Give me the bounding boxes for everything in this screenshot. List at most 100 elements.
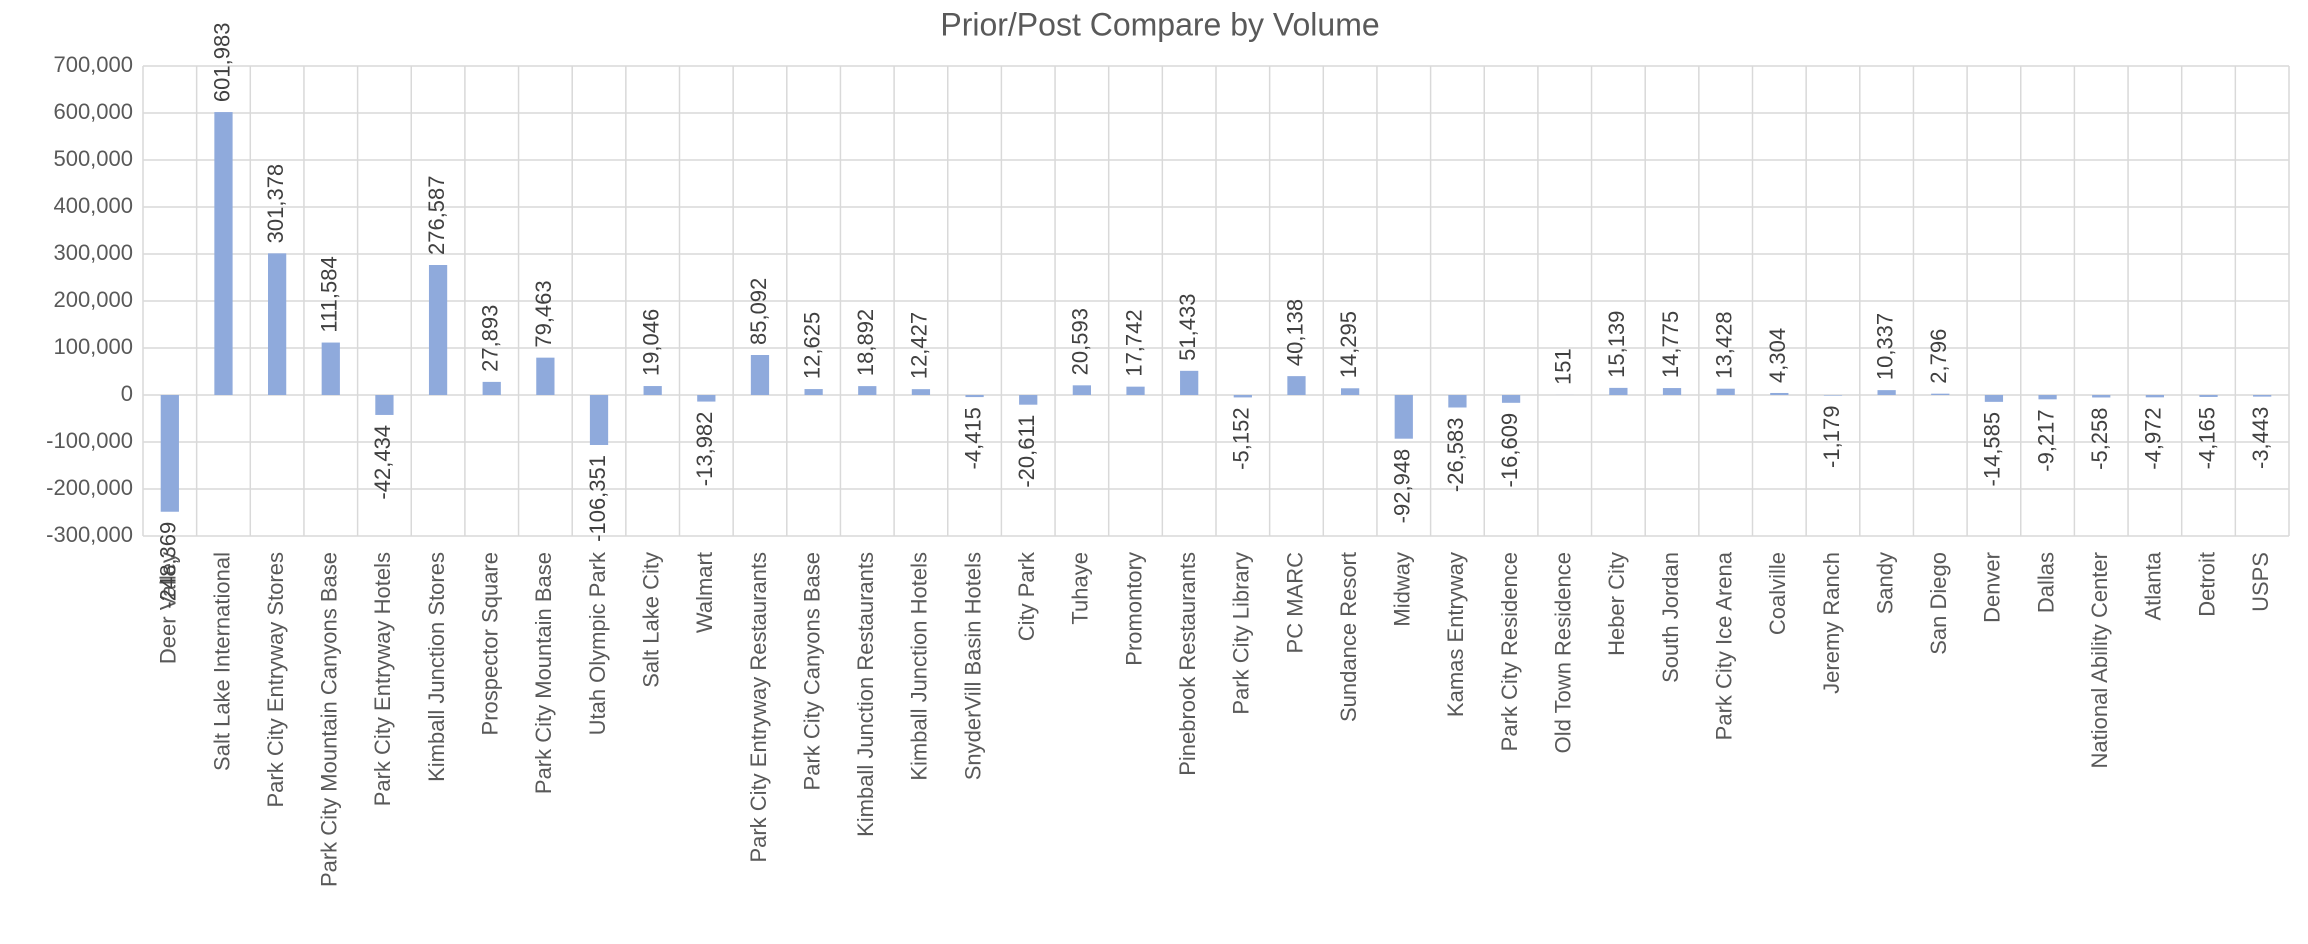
bar — [1877, 390, 1896, 395]
x-tick-label: Dallas — [2033, 552, 2058, 613]
bar — [268, 253, 287, 395]
value-label: 20,593 — [1068, 308, 1093, 375]
value-label: -92,948 — [1390, 449, 1415, 524]
bar — [1126, 386, 1145, 395]
value-label: -42,434 — [370, 425, 395, 500]
value-label: 79,463 — [531, 280, 556, 347]
value-label: 10,337 — [1872, 313, 1897, 380]
bar — [1716, 388, 1735, 395]
value-label: 19,046 — [638, 309, 663, 376]
x-tick-label: SnyderVill Basin Hotels — [960, 552, 985, 780]
value-label: 14,295 — [1336, 311, 1361, 378]
x-tick-label: Heber City — [1604, 552, 1629, 656]
bar — [1984, 395, 2004, 402]
value-label: 276,587 — [424, 175, 449, 255]
bar — [536, 357, 555, 395]
x-tick-label: Tuhaye — [1068, 552, 1093, 625]
x-tick-label: Old Town Residence — [1551, 552, 1576, 753]
value-label: 51,433 — [1175, 294, 1200, 361]
y-tick-label: 500,000 — [53, 146, 133, 171]
x-tick-label: Midway — [1390, 552, 1415, 627]
bar — [1448, 395, 1467, 408]
x-tick-label: Kimball Junction Stores — [424, 552, 449, 782]
value-label: -106,351 — [585, 455, 610, 542]
x-tick-label: Utah Olympic Park — [585, 551, 610, 735]
y-tick-label: 600,000 — [53, 99, 133, 124]
x-tick-label: Denver — [1980, 552, 2005, 623]
y-tick-label: 400,000 — [53, 193, 133, 218]
value-label: 151 — [1551, 348, 1576, 385]
bar — [160, 395, 179, 512]
value-label: 18,892 — [853, 309, 878, 376]
bar — [428, 265, 448, 395]
x-tick-label: Promontory — [1121, 552, 1146, 666]
bar — [1501, 395, 1521, 403]
bar — [1287, 376, 1306, 395]
bar — [375, 395, 394, 415]
value-label: 85,092 — [746, 278, 771, 345]
value-label: -14,585 — [1980, 412, 2005, 487]
value-label: -3,443 — [2248, 407, 2273, 469]
x-tick-label: Jeremy Ranch — [1819, 552, 1844, 694]
bar — [1341, 388, 1360, 395]
value-label: -20,611 — [1014, 415, 1039, 488]
x-tick-label: Pinebrook Restaurants — [1175, 552, 1200, 776]
value-label: 17,742 — [1121, 309, 1146, 376]
bar — [965, 395, 984, 398]
value-label: 40,138 — [1282, 299, 1307, 366]
x-tick-label: Sandy — [1872, 552, 1897, 614]
x-tick-label: Sundance Resort — [1336, 552, 1361, 722]
x-tick-label: Kimball Junction Restaurants — [853, 552, 878, 837]
x-tick-label: Park City Entryway Restaurants — [746, 552, 771, 863]
bar — [214, 112, 233, 395]
value-label: 13,428 — [1711, 311, 1736, 378]
y-tick-label: 100,000 — [53, 334, 133, 359]
x-tick-label: Park City Mountain Canyons Base — [317, 552, 342, 887]
x-tick-label: Prospector Square — [478, 552, 503, 735]
bar — [2038, 395, 2057, 400]
x-tick-label: USPS — [2248, 552, 2273, 612]
bar — [2253, 395, 2272, 397]
x-tick-label: South Jordan — [1658, 552, 1683, 683]
x-tick-label: Walmart — [692, 552, 717, 633]
bar — [1072, 385, 1091, 395]
bar — [1609, 387, 1628, 395]
bar — [2199, 395, 2218, 397]
value-label: 14,775 — [1658, 311, 1683, 378]
x-tick-label: Coalville — [1765, 552, 1790, 635]
y-tick-label: -200,000 — [46, 475, 133, 500]
value-label: 601,983 — [209, 23, 234, 103]
x-tick-label: Park City Mountain Base — [531, 552, 556, 794]
value-label: 12,625 — [799, 312, 824, 379]
y-tick-label: 700,000 — [53, 52, 133, 77]
bar — [1019, 395, 1038, 405]
x-tick-label: PC MARC — [1282, 552, 1307, 654]
bar — [911, 389, 931, 395]
bar — [1233, 395, 1252, 398]
bar — [1394, 395, 1413, 439]
x-tick-label: Park City Ice Arena — [1711, 551, 1736, 740]
bar — [697, 395, 716, 402]
x-tick-label: Salt Lake International — [209, 552, 234, 771]
value-label: -9,217 — [2033, 409, 2058, 471]
bar — [750, 355, 770, 395]
value-label: 4,304 — [1765, 328, 1790, 383]
x-tick-label: Atlanta — [2141, 551, 2166, 620]
chart-title: Prior/Post Compare by Volume — [940, 6, 1379, 42]
bar — [1180, 370, 1199, 395]
value-label: 2,796 — [1926, 329, 1951, 384]
y-tick-label: 200,000 — [53, 287, 133, 312]
value-label: -5,152 — [1229, 407, 1254, 469]
bar — [482, 381, 501, 395]
bar — [321, 342, 340, 395]
bar — [1770, 392, 1789, 395]
bar — [2092, 395, 2111, 398]
x-tick-label: Kamas Entryway — [1443, 552, 1468, 717]
value-label: -248,369 — [156, 522, 181, 609]
value-label: -4,165 — [2194, 407, 2219, 469]
bar — [804, 389, 823, 395]
x-tick-label: Park City Entryway Hotels — [370, 552, 395, 806]
x-tick-label: Salt Lake City — [638, 552, 663, 688]
